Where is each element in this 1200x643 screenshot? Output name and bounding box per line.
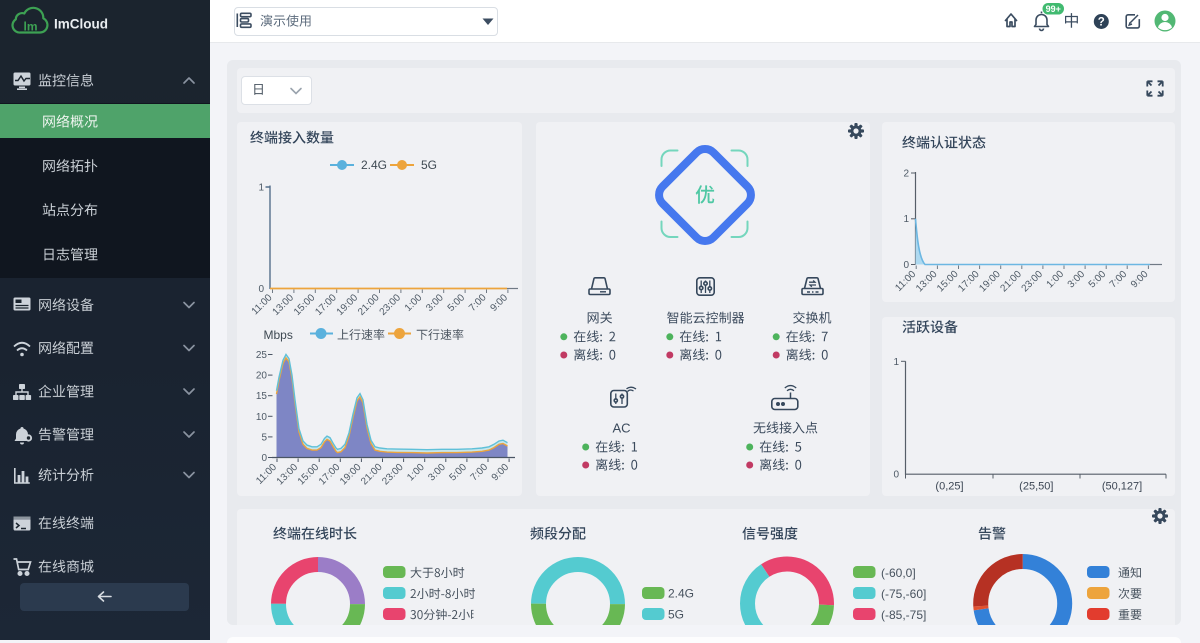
svg-text:20: 20: [256, 371, 268, 382]
svg-text:(50,127]: (50,127]: [1102, 481, 1142, 493]
svg-text:(25,50]: (25,50]: [1019, 481, 1053, 493]
svg-text:2: 2: [903, 169, 909, 180]
svg-text:15: 15: [256, 391, 268, 402]
svg-text:99+: 99+: [1046, 4, 1061, 14]
svg-text:10: 10: [256, 412, 268, 423]
svg-text:ImCloud: ImCloud: [54, 17, 108, 32]
svg-text:Mbps: Mbps: [264, 328, 293, 342]
svg-text:lm: lm: [24, 20, 38, 34]
svg-text:5G: 5G: [421, 158, 437, 172]
svg-text:2.4G: 2.4G: [361, 158, 387, 172]
svg-text:0: 0: [903, 260, 909, 271]
svg-text:1: 1: [903, 214, 909, 225]
svg-text:AC: AC: [612, 421, 630, 436]
svg-text:?: ?: [1098, 17, 1105, 29]
svg-text:25: 25: [256, 350, 268, 361]
svg-text:0: 0: [893, 469, 899, 480]
svg-text:0: 0: [258, 284, 264, 295]
svg-text:(0,25]: (0,25]: [935, 481, 963, 493]
svg-text:1: 1: [258, 183, 264, 194]
svg-text:0: 0: [261, 453, 267, 464]
svg-text:1: 1: [893, 357, 899, 368]
svg-text:5: 5: [261, 432, 267, 443]
